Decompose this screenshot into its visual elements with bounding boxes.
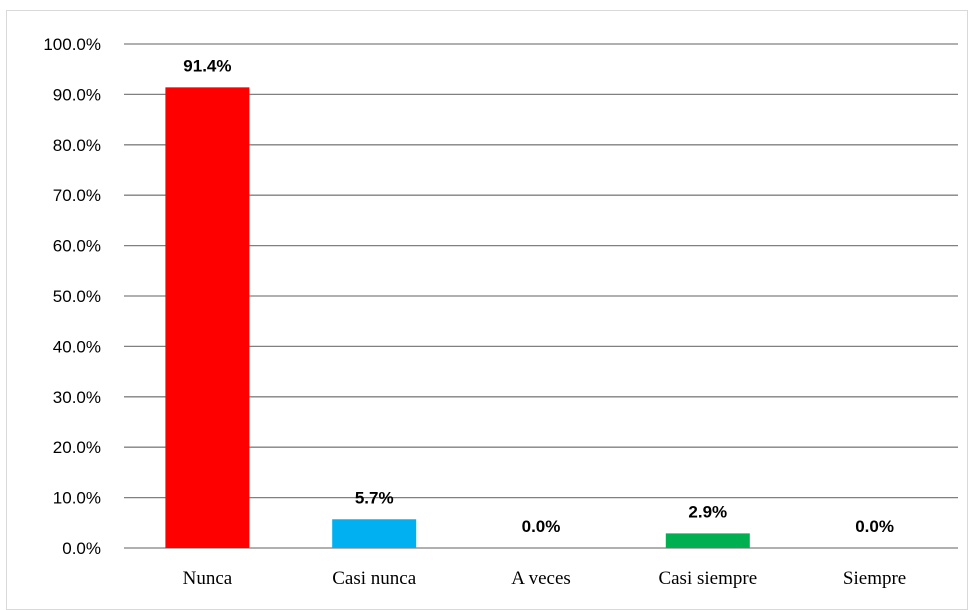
bars [165, 87, 750, 549]
y-tick-label: 30.0% [53, 388, 101, 407]
y-tick-label: 10.0% [53, 489, 101, 508]
y-tick-label: 90.0% [53, 85, 101, 104]
data-label: 0.0% [855, 517, 894, 536]
y-tick-label: 80.0% [53, 136, 101, 155]
y-tick-label: 70.0% [53, 186, 101, 205]
y-tick-label: 40.0% [53, 337, 101, 356]
x-tick-label: Casi siempre [658, 568, 757, 589]
bar-casi-siempre [665, 533, 750, 548]
bar-casi-nunca [332, 519, 417, 548]
data-label: 0.0% [522, 517, 561, 536]
x-tick-label: Siempre [843, 568, 906, 589]
y-tick-label: 100.0% [43, 35, 101, 54]
bar-nunca [165, 87, 250, 549]
x-tick-label: Casi nunca [332, 568, 416, 589]
y-tick-label: 0.0% [62, 539, 101, 558]
y-axis-ticks: 0.0% 10.0% 20.0% 30.0% 40.0% 50.0% 60.0% 70.0% 8… [43, 35, 101, 558]
y-tick-label: 50.0% [53, 287, 101, 306]
x-tick-label: A veces [511, 568, 571, 589]
x-axis-ticks: Nunca Casi nunca A veces Casi siempre Siempr… [183, 568, 907, 589]
x-tick-label: Nunca [183, 568, 233, 589]
data-labels: 91.4% 5.7% 0.0% 2.9% 0.0% [183, 56, 894, 536]
gridlines [124, 43, 958, 549]
data-label: 5.7% [355, 488, 394, 507]
data-label: 2.9% [688, 502, 727, 521]
y-tick-label: 20.0% [53, 438, 101, 457]
y-tick-label: 60.0% [53, 237, 101, 256]
data-label: 91.4% [183, 56, 231, 75]
